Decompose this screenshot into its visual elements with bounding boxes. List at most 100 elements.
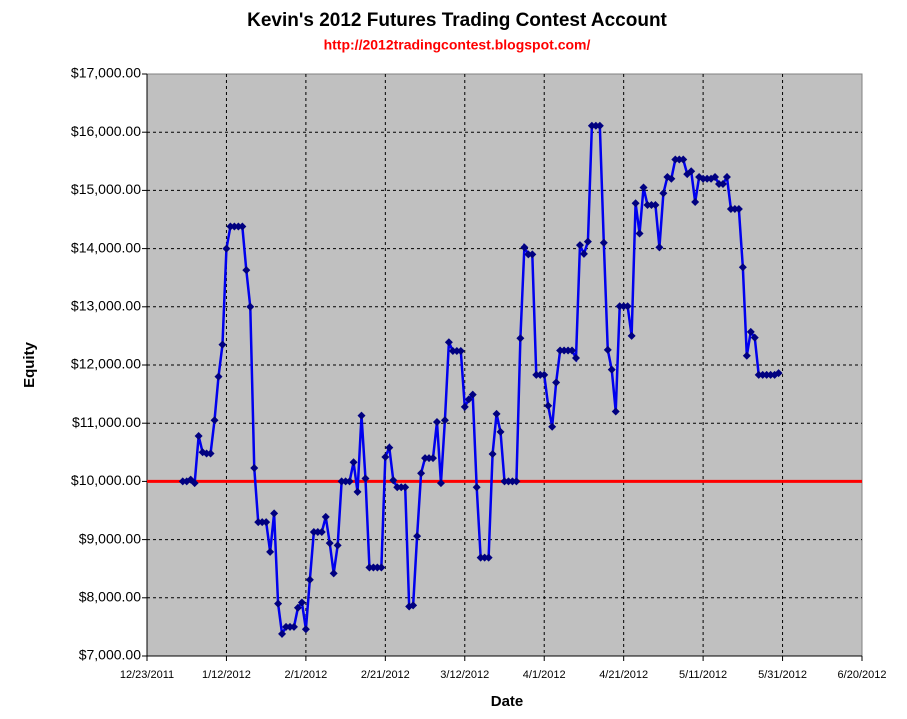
data-marker (627, 331, 636, 340)
data-marker (305, 575, 314, 584)
data-marker (651, 200, 660, 209)
data-marker (278, 629, 287, 638)
y-tick-label: $9,000.00 (79, 530, 141, 546)
data-marker (297, 598, 306, 607)
chart-title: Kevin's 2012 Futures Trading Contest Acc… (247, 10, 667, 31)
data-marker (607, 365, 616, 374)
data-marker (353, 487, 362, 496)
data-marker (738, 263, 747, 272)
data-marker (484, 553, 493, 562)
y-tick-label: $17,000.00 (71, 65, 141, 81)
data-marker (385, 443, 394, 452)
x-tick-label: 2/21/2012 (361, 669, 410, 681)
data-marker (746, 327, 755, 336)
data-marker (734, 205, 743, 214)
chart-subtitle: http://2012tradingcontest.blogspot.com/ (324, 37, 591, 53)
data-marker (516, 334, 525, 343)
data-marker (496, 427, 505, 436)
data-marker (579, 249, 588, 258)
data-marker (250, 464, 259, 473)
data-marker (464, 395, 473, 404)
x-tick-label: 3/12/2012 (440, 669, 489, 681)
data-marker (528, 250, 537, 259)
data-marker (194, 432, 203, 441)
x-tick-label: 1/12/2012 (202, 669, 251, 681)
data-marker (409, 601, 418, 610)
data-marker (623, 302, 632, 311)
data-marker (468, 390, 477, 399)
data-marker (742, 351, 751, 360)
data-marker (270, 509, 279, 518)
data-marker (460, 402, 469, 411)
data-marker (401, 483, 410, 492)
data-marker (687, 167, 696, 176)
x-tick-label: 4/21/2012 (599, 669, 648, 681)
data-marker (417, 469, 426, 478)
data-marker (262, 518, 271, 527)
data-marker (389, 476, 398, 485)
data-marker (301, 625, 310, 634)
data-marker (679, 155, 688, 164)
data-marker (575, 241, 584, 250)
data-marker (512, 477, 521, 486)
data-marker (568, 346, 577, 355)
data-marker (655, 243, 664, 252)
y-axis-title: Equity (21, 341, 38, 387)
data-marker (774, 369, 783, 378)
data-marker (639, 183, 648, 192)
data-marker (266, 547, 275, 556)
data-marker (436, 479, 445, 488)
data-marker (492, 409, 501, 418)
data-marker (583, 237, 592, 246)
x-tick-label: 4/1/2012 (523, 669, 566, 681)
data-marker (667, 174, 676, 183)
x-tick-label: 5/31/2012 (758, 669, 807, 681)
data-marker (611, 407, 620, 416)
data-marker (289, 622, 298, 631)
y-tick-label: $11,000.00 (72, 414, 141, 430)
data-marker (333, 541, 342, 550)
data-marker (711, 173, 720, 182)
data-marker (321, 512, 330, 521)
data-marker (691, 198, 700, 207)
data-marker (432, 418, 441, 427)
data-marker (190, 479, 199, 488)
data-marker (572, 354, 580, 363)
data-marker (472, 483, 481, 492)
y-tick-label: $7,000.00 (79, 647, 141, 663)
y-tick-label: $12,000.00 (71, 356, 141, 372)
data-marker (544, 401, 553, 410)
data-marker (659, 189, 668, 198)
data-marker (246, 302, 255, 311)
data-marker (520, 243, 529, 252)
y-tick-label: $13,000.00 (71, 298, 141, 314)
x-tick-label: 12/23/2011 (120, 669, 174, 681)
data-marker (329, 569, 338, 578)
data-marker (293, 603, 302, 612)
data-marker (595, 121, 604, 130)
data-marker (274, 599, 283, 608)
data-marker (440, 416, 449, 425)
data-marker (345, 477, 354, 486)
data-marker (238, 222, 247, 231)
data-marker (381, 452, 390, 461)
data-marker (540, 370, 549, 379)
data-marker (325, 539, 334, 548)
x-tick-label: 5/11/2012 (679, 669, 727, 681)
data-marker (635, 229, 644, 238)
data-marker (377, 563, 386, 572)
data-marker (722, 173, 731, 182)
data-marker (206, 449, 215, 458)
y-tick-label: $10,000.00 (71, 472, 141, 488)
data-marker (599, 238, 608, 247)
data-marker (603, 345, 612, 354)
y-tick-label: $8,000.00 (79, 589, 141, 605)
data-marker (349, 458, 358, 467)
x-axis-title: Date (491, 693, 524, 710)
data-marker (552, 378, 561, 387)
data-marker (456, 347, 465, 356)
data-marker (214, 372, 223, 381)
data-marker (631, 199, 640, 208)
y-tick-label: $14,000.00 (71, 239, 141, 255)
data-marker (222, 244, 231, 253)
